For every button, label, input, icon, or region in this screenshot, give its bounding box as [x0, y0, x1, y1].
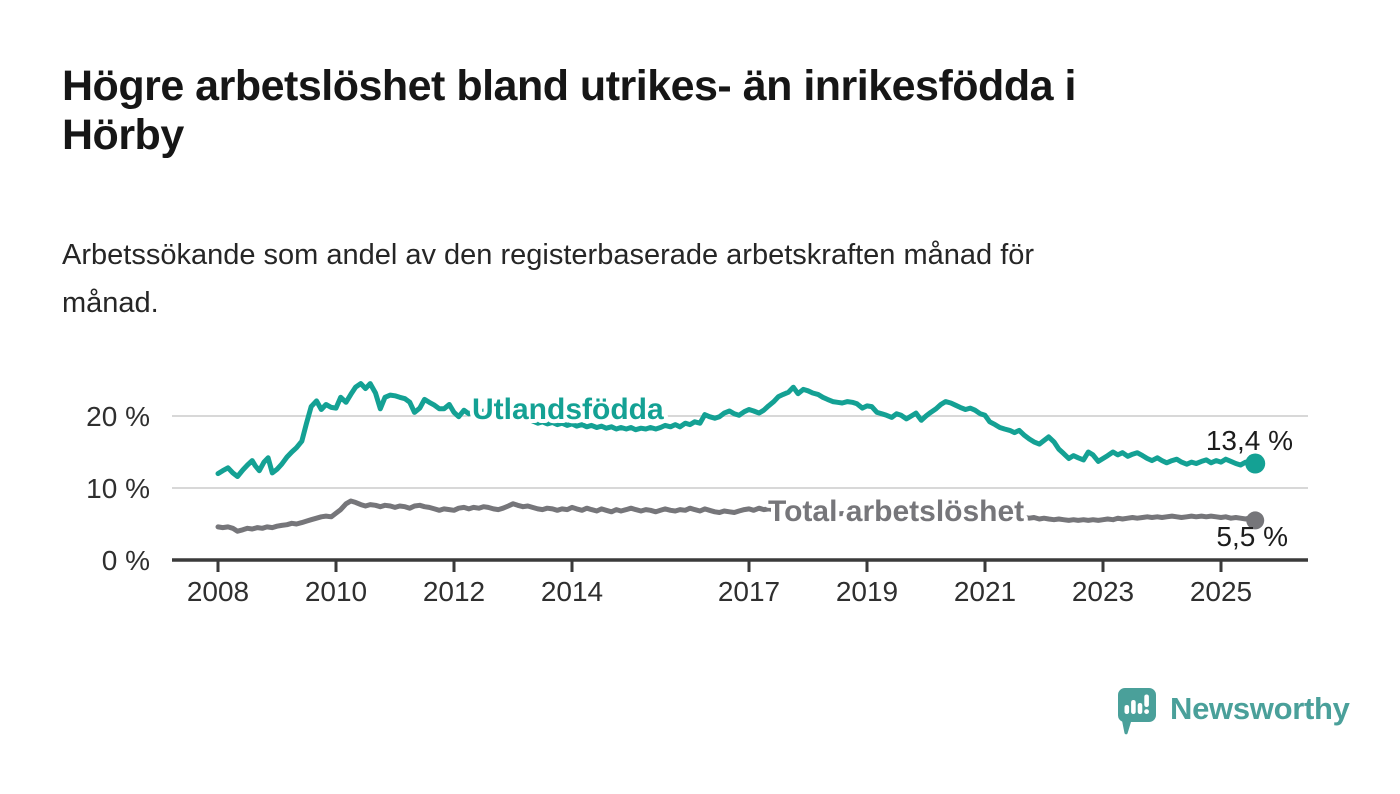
- x-axis: 2008 2010 2012 2014 2017 2019 2021 2023 2025: [172, 558, 1308, 607]
- bar-1: [1124, 705, 1130, 714]
- x-tick-label-2008: 2008: [187, 576, 249, 607]
- speech-bubble-shape: [1118, 688, 1156, 735]
- exclamation-bar: [1144, 694, 1149, 707]
- y-tick-label-0: 0 %: [102, 545, 150, 576]
- exclamation-dot: [1144, 709, 1149, 714]
- page-subtitle: Arbetssökande som andel av den registerb…: [62, 239, 1035, 319]
- page-title: Högre arbetslöshet bland utrikes- än inr…: [62, 62, 1076, 159]
- series-end-dot: [1245, 453, 1266, 474]
- x-tick-label-2012: 2012: [423, 576, 485, 607]
- x-tick-label-2010: 2010: [305, 576, 367, 607]
- x-tick-label-2014: 2014: [541, 576, 603, 607]
- x-tick-label-2023: 2023: [1072, 576, 1134, 607]
- series-utlandsfodda: [215, 381, 1266, 479]
- x-tick-label-2017: 2017: [718, 576, 780, 607]
- x-tick-label-2019: 2019: [836, 576, 898, 607]
- y-tick-label-10: 10 %: [86, 473, 150, 504]
- bar-3: [1137, 703, 1143, 714]
- series-end-dot: [1246, 511, 1265, 530]
- x-tick-label-2025: 2025: [1190, 576, 1252, 607]
- bar-2: [1131, 700, 1136, 714]
- series-end-value-label: 13,4 %: [1206, 425, 1293, 456]
- brand-footer: Newsworthy: [1118, 688, 1350, 740]
- brand-name: Newsworthy: [1170, 691, 1350, 726]
- series-label: Utlandsfödda: [472, 393, 664, 426]
- series-label: Total arbetslöshet: [768, 495, 1024, 528]
- series-line: [215, 381, 1258, 479]
- series-line: [215, 498, 1258, 534]
- series-end-value-label: 5,5 %: [1216, 521, 1288, 552]
- series-total: [215, 498, 1265, 534]
- x-tick-label-2021: 2021: [954, 576, 1016, 607]
- y-axis: 0 % 10 % 20 %: [86, 401, 150, 576]
- y-tick-label-20: 20 %: [86, 401, 150, 432]
- newsworthy-logo-icon: [1118, 688, 1156, 735]
